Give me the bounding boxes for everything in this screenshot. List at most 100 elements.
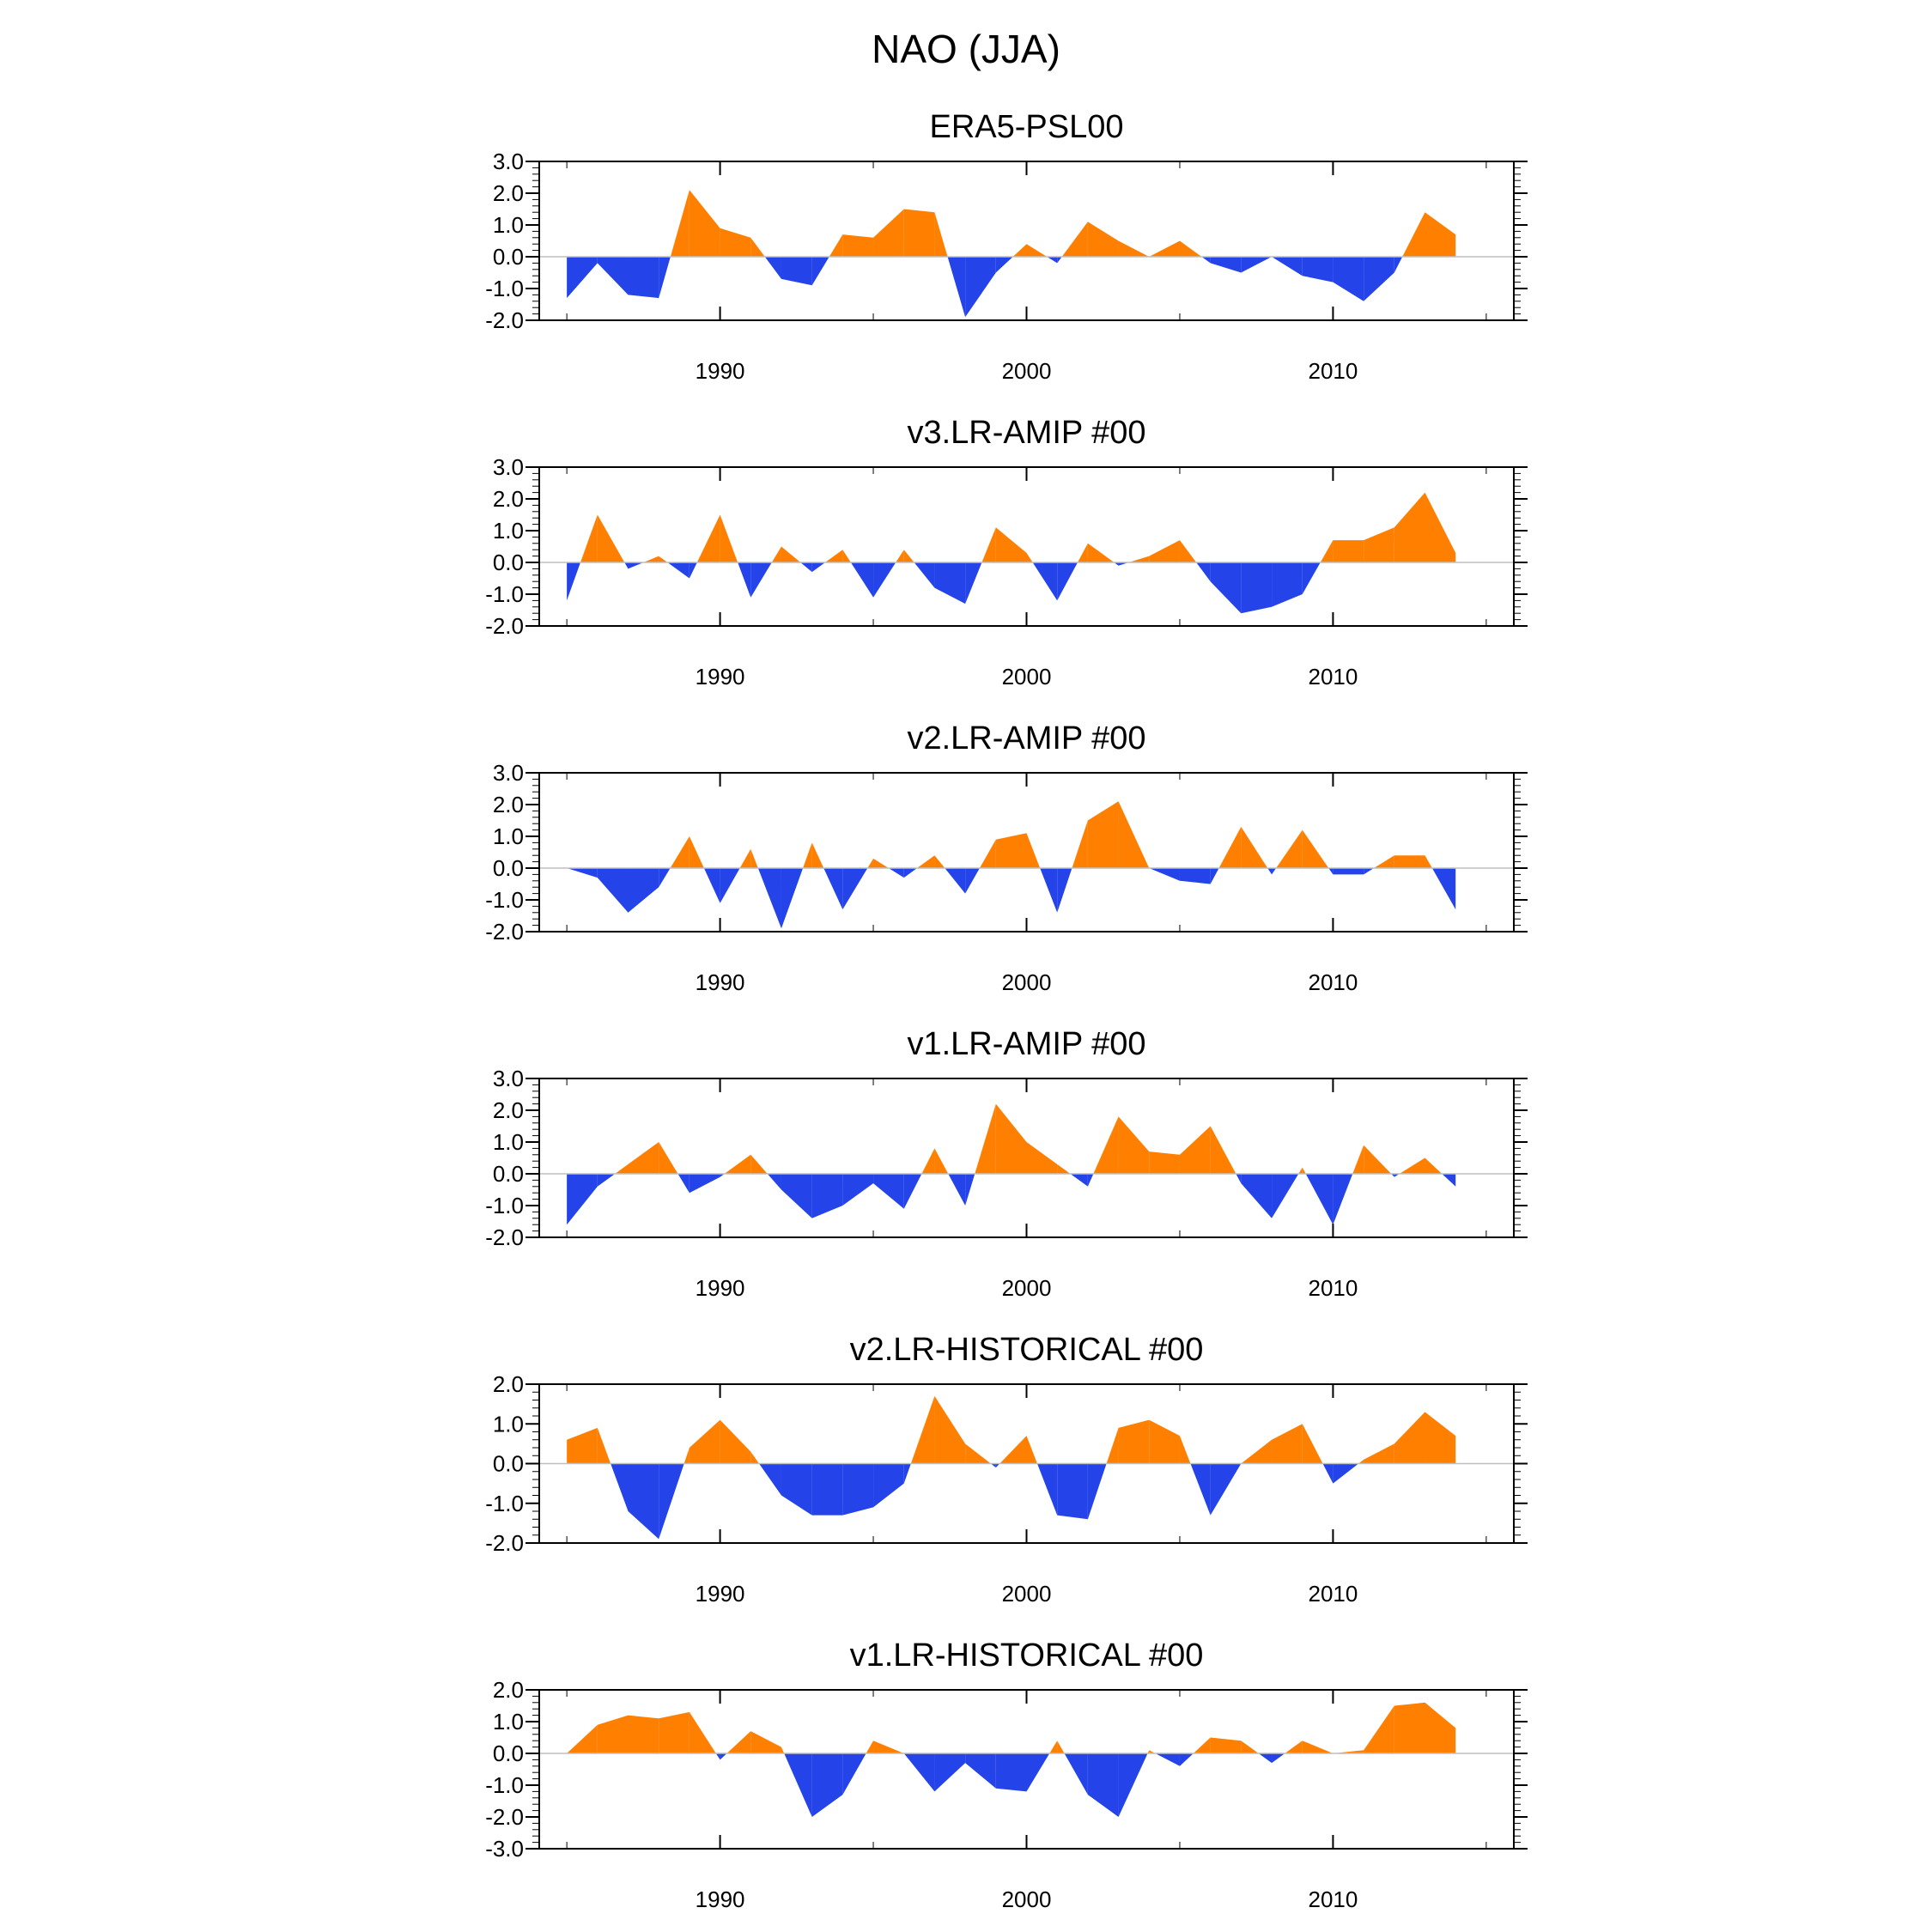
nao-panel: v3.LR-AMIP #00 3.0 2.0 1.0 0.0 -1.0 -2.0 1990 20… [485, 415, 1528, 690]
positive-area [1425, 855, 1432, 868]
positive-area [1364, 1443, 1394, 1464]
positive-area [903, 550, 914, 562]
positive-area [1026, 1436, 1037, 1464]
negative-area [597, 1174, 616, 1187]
nao-panel: v1.LR-HISTORICAL #00 2.0 1.0 0.0 -1.0 -2.0 -3.… [485, 1637, 1528, 1912]
positive-area [995, 527, 1027, 562]
nao-panel: ERA5-PSL00 3.0 2.0 1.0 0.0 -1.0 -2.0 1990 2000 20… [485, 109, 1528, 384]
positive-area [597, 1715, 629, 1753]
negative-area [873, 1463, 904, 1508]
negative-area [1118, 562, 1129, 566]
negative-area [1087, 1174, 1094, 1187]
negative-area [1322, 1463, 1334, 1484]
y-tick-label: 2.0 [493, 1677, 524, 1703]
y-tick-label: -2.0 [485, 1530, 524, 1556]
positive-area [842, 234, 874, 257]
y-tick-label: 2.0 [493, 486, 524, 512]
y-tick-label: -1.0 [485, 1772, 524, 1798]
positive-area [580, 514, 598, 562]
negative-area [873, 562, 896, 598]
positive-area [739, 848, 751, 868]
negative-area [1036, 1463, 1058, 1516]
positive-area [1026, 833, 1041, 868]
positive-area [1149, 540, 1180, 562]
positive-area [683, 1448, 690, 1464]
positive-area [720, 514, 738, 562]
negative-area [965, 1753, 996, 1789]
positive-area [643, 556, 659, 562]
negative-area [567, 1174, 598, 1225]
negative-area [611, 1463, 629, 1511]
x-tick-label: 2000 [1002, 1581, 1052, 1607]
positive-area [803, 842, 812, 868]
negative-area [781, 1174, 812, 1218]
negative-area [965, 868, 980, 894]
positive-area [903, 209, 935, 257]
negative-area [1087, 1463, 1107, 1520]
negative-area [767, 1174, 781, 1190]
negative-area [703, 868, 720, 903]
x-tick-label: 1990 [696, 664, 745, 690]
negative-area [1333, 257, 1364, 301]
negative-area [1118, 1753, 1148, 1817]
negative-area [757, 868, 781, 929]
negative-area [903, 868, 918, 878]
negative-area [990, 1463, 996, 1468]
positive-area [1358, 1459, 1364, 1464]
y-tick-label: -2.0 [485, 1804, 524, 1830]
negative-area [1149, 868, 1180, 881]
negative-area [750, 562, 772, 598]
negative-area [659, 868, 671, 888]
negative-area [1070, 1174, 1088, 1187]
y-tick-label: 3.0 [493, 760, 524, 786]
positive-area [979, 839, 996, 868]
negative-area [934, 1753, 966, 1792]
negative-area [597, 868, 629, 913]
negative-area [720, 1753, 727, 1760]
positive-area [896, 550, 904, 562]
positive-area [1364, 1145, 1392, 1174]
negative-area [764, 257, 781, 279]
positive-area [1364, 1705, 1394, 1753]
negative-area [659, 257, 671, 299]
positive-area [1402, 212, 1425, 257]
y-tick-label: 0.0 [493, 1451, 524, 1477]
y-tick-label: 1.0 [493, 518, 524, 544]
positive-area [867, 858, 874, 868]
panel-title: v1.LR-AMIP #00 [907, 1026, 1145, 1062]
y-tick-label: 0.0 [493, 1741, 524, 1766]
negative-area [1114, 562, 1119, 566]
negative-area [995, 1753, 1027, 1792]
panel-title: ERA5-PSL00 [929, 109, 1123, 145]
negative-area [811, 1174, 843, 1218]
panel-title: v2.LR-HISTORICAL #00 [850, 1332, 1204, 1368]
negative-area [888, 868, 904, 878]
positive-area [1077, 543, 1088, 562]
positive-area [1179, 240, 1202, 257]
negative-area [1236, 1174, 1242, 1184]
negative-area [965, 257, 996, 318]
negative-area [628, 1463, 659, 1540]
positive-area [1049, 1741, 1058, 1753]
negative-area [1196, 562, 1211, 582]
positive-area [1241, 826, 1268, 868]
y-tick-label: -1.0 [485, 276, 524, 301]
negative-area [1210, 562, 1242, 614]
negative-area [567, 868, 598, 878]
positive-area [659, 556, 668, 562]
negative-area [1391, 1174, 1394, 1177]
negative-area [1057, 868, 1072, 913]
positive-area [597, 1427, 611, 1464]
positive-area [934, 1148, 949, 1174]
positive-area [1193, 1737, 1211, 1753]
positive-area [1118, 240, 1150, 257]
positive-area [689, 1711, 716, 1753]
x-tick-label: 2010 [1308, 1581, 1358, 1607]
positive-area [781, 546, 801, 562]
positive-area [750, 1451, 760, 1464]
positive-area [1394, 1412, 1425, 1464]
x-tick-label: 2000 [1002, 1275, 1052, 1301]
negative-area [1442, 1174, 1456, 1187]
positive-area [750, 848, 758, 868]
negative-area [948, 1174, 966, 1206]
